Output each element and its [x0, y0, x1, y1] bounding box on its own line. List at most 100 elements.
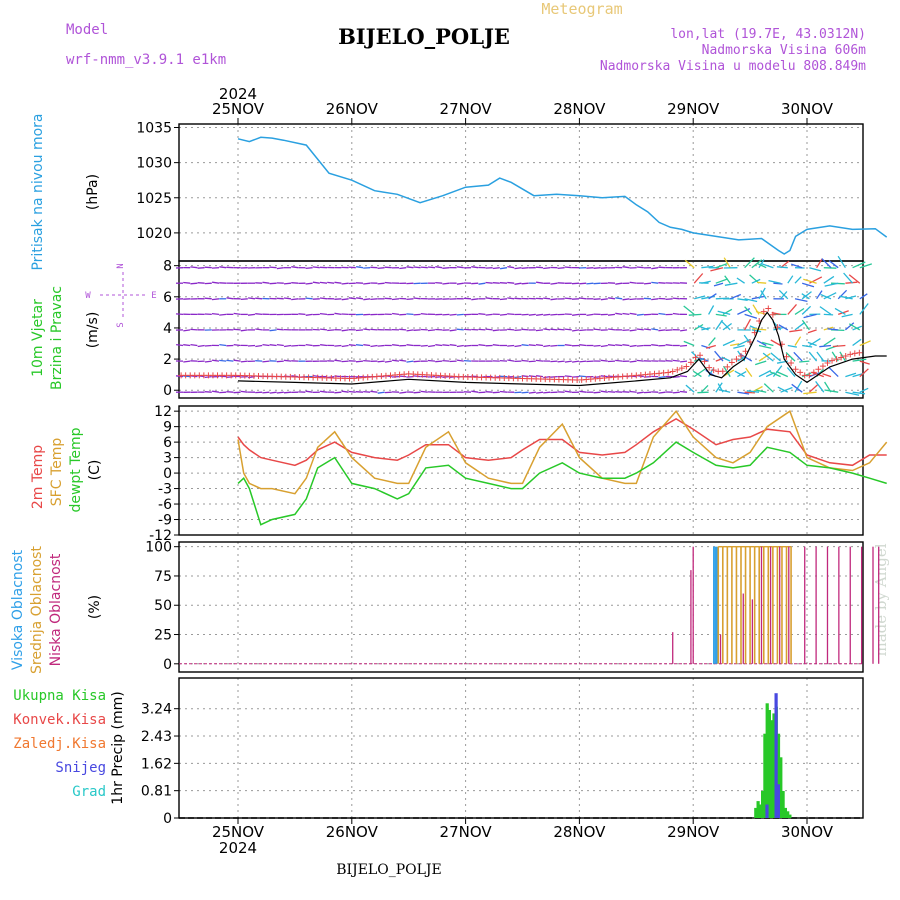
compass-south: S	[116, 322, 126, 327]
wind-barb	[751, 329, 762, 333]
y-tick-label: 75	[154, 569, 172, 585]
wind-barb	[629, 344, 637, 348]
compass-west: W	[85, 291, 91, 301]
wind-barb	[593, 282, 601, 285]
wind-barb	[348, 297, 356, 300]
wind-barb	[629, 329, 637, 332]
temp-unit-label: (C)	[87, 460, 103, 481]
wind-barb	[463, 359, 472, 362]
wind-barb	[240, 360, 248, 363]
wind-barb	[708, 305, 715, 315]
cloud-ylabel-mid: Srednja Oblacnost	[29, 546, 45, 674]
wind-barb	[636, 266, 644, 269]
wind-barb	[828, 260, 839, 269]
wind-barb	[755, 389, 767, 393]
y-tick-label: 12	[154, 404, 172, 420]
wind-barb	[848, 323, 861, 331]
wind-barb	[377, 282, 385, 285]
wind-barb	[672, 359, 680, 362]
wind-barb	[715, 313, 727, 317]
wind-barb	[777, 386, 789, 393]
bottom-date-label: 28NOV	[553, 823, 606, 841]
wind-barb	[564, 266, 572, 269]
precip-bar	[776, 733, 781, 818]
wind-barb	[262, 360, 270, 363]
wind-barb	[629, 298, 637, 301]
y-tick-label: 4	[163, 321, 172, 337]
wind-barb	[852, 358, 867, 362]
precip-legend-item: Ukupna Kisa	[13, 688, 106, 704]
wind-barb	[859, 303, 869, 315]
precip-bar	[788, 814, 792, 818]
wind-barb	[820, 293, 832, 300]
cloud-unit-label: (%)	[87, 595, 103, 619]
wind-barb	[729, 293, 742, 300]
wind-barb	[758, 344, 772, 349]
precip-legend-item: Konvek.Kisa	[13, 712, 106, 728]
wind-barb	[478, 328, 486, 331]
wind-barb	[334, 344, 342, 347]
wind-speed-marker	[765, 305, 772, 312]
wind-barb	[593, 344, 601, 347]
wind-barb	[341, 282, 349, 285]
wind-barb	[319, 297, 328, 300]
wind-barb	[363, 282, 371, 285]
precip-bar	[772, 713, 776, 818]
wind-barb	[821, 258, 832, 269]
wind-barb	[190, 343, 198, 347]
wind-barb	[834, 307, 846, 315]
wind-barb	[211, 312, 220, 316]
wind-barb	[413, 391, 421, 394]
wind-barb	[298, 313, 306, 316]
wind-barb	[543, 391, 551, 394]
wind-barb	[758, 369, 772, 378]
wind-barb	[485, 391, 493, 393]
wind-barb	[370, 390, 378, 393]
wind-barb	[456, 313, 464, 316]
wind-speed-marker	[833, 356, 840, 363]
wind-barb	[718, 388, 731, 393]
precip-bar	[776, 784, 780, 818]
wind-barb	[240, 390, 248, 393]
wind-barb	[240, 329, 248, 332]
wind-barb	[276, 267, 284, 270]
wind-barb	[789, 329, 803, 333]
wind-barb	[607, 344, 616, 347]
panel-frame	[178, 677, 864, 819]
wind-barb	[607, 313, 616, 316]
wind-barb	[384, 281, 392, 284]
credit-label: made by Angel	[872, 543, 890, 656]
wind-barb	[399, 375, 407, 378]
wind-barb	[536, 281, 544, 284]
footer-station-label: BIJELO_POLJE	[336, 862, 441, 878]
wind-speed-marker	[788, 359, 795, 366]
pressure-ylabel: Pritisak na nivou mora	[30, 113, 46, 270]
wind-barb	[528, 344, 536, 347]
wind-barb	[183, 281, 191, 284]
wind-barb	[355, 391, 364, 393]
y-tick-label: 8	[163, 259, 172, 275]
wind-barb	[571, 329, 580, 332]
wind-speed-markers	[178, 305, 863, 384]
wind-barb	[420, 344, 428, 347]
clouds-panel: 0 25 50 75 100 Visoka Oblacnost Srednja Oblacn…	[10, 540, 880, 674]
y-tick-label: 50	[154, 598, 172, 614]
wind-barb	[593, 267, 601, 269]
wind-barb	[802, 282, 815, 288]
cloud-series-0	[713, 546, 718, 664]
wind-barb	[363, 359, 371, 362]
wind-barb	[284, 344, 292, 348]
wind-barb	[658, 391, 666, 394]
wind-barb	[499, 359, 508, 362]
wind-barb	[557, 267, 565, 270]
precip-series-0	[754, 703, 792, 818]
wind-barb	[233, 343, 241, 347]
wind-barb	[240, 298, 248, 301]
wind-barb	[837, 255, 846, 269]
wind-barb	[219, 375, 227, 378]
wind-barb	[737, 356, 746, 362]
top-date-label: 28NOV	[553, 100, 606, 118]
wind-barb	[697, 391, 709, 394]
wind-barb	[679, 390, 688, 393]
wind-barb	[692, 370, 702, 378]
